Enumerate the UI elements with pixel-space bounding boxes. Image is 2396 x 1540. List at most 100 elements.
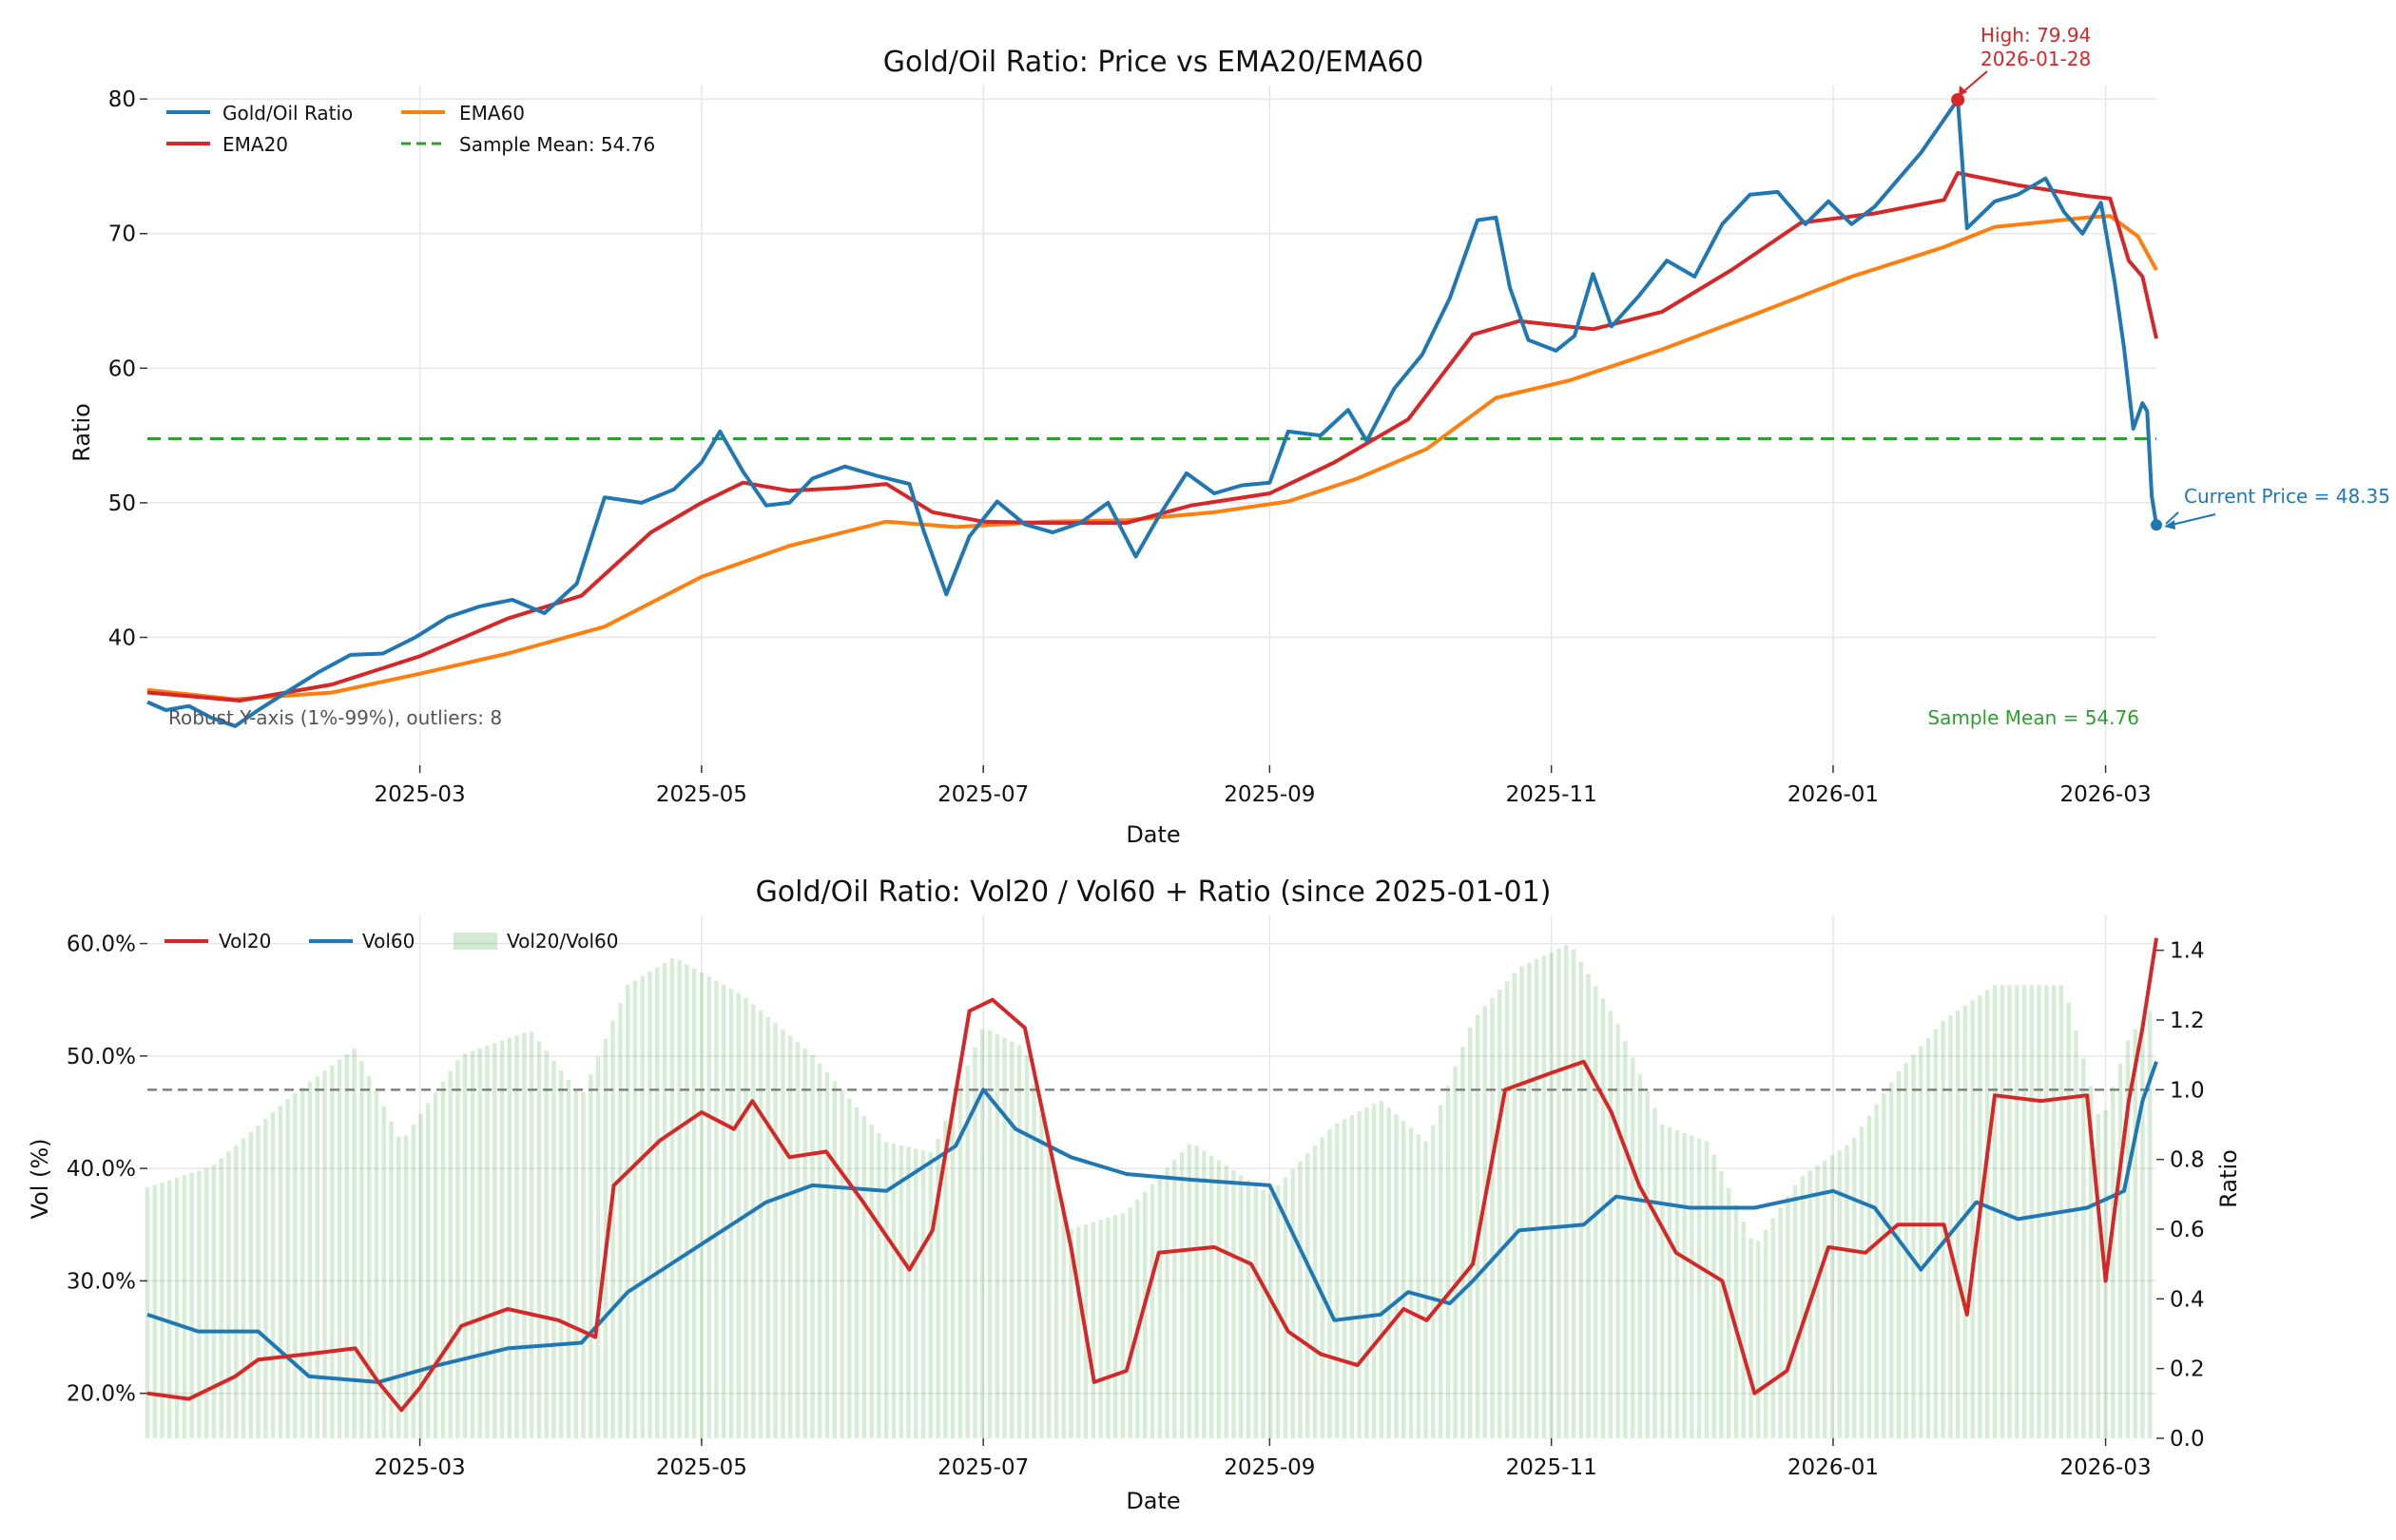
current-price-marker [2151,519,2162,531]
price-y-ticks: 40 50 60 70 80 [108,87,147,650]
vol-y2-tick-label: 0.0 [2170,1427,2205,1452]
ratio-bar [1941,1021,1945,1438]
ratio-bar [1756,1241,1761,1438]
ratio-bar [300,1088,305,1438]
ratio-bar [263,1119,268,1438]
ratio-bar [1468,1027,1473,1438]
ratio-bar [1874,1104,1879,1438]
ratio-bar [1202,1150,1207,1438]
price-x-tick-label: 2025-11 [1506,782,1597,807]
ratio-bar [522,1032,527,1438]
ratio-bar [1371,1103,1377,1438]
ratio-bar [1786,1196,1790,1438]
ratio-bar [1719,1171,1724,1438]
ratio-bar [1637,1074,1643,1438]
ratio-bar [928,1151,933,1438]
ratio-bar [403,1135,409,1438]
vol-y2-tick-label: 1.4 [2170,939,2205,964]
ratio-bar [1179,1151,1185,1438]
ratio-bar [1660,1125,1665,1438]
ratio-bar [1187,1144,1191,1438]
ratio-bar [2044,985,2049,1438]
high-date: 2026-01-28 [1981,48,2091,70]
ratio-bar [426,1103,431,1438]
ratio-bar [691,968,697,1438]
ratio-bar [182,1175,187,1438]
price-x-tick-label: 2026-01 [1787,782,1879,807]
ratio-bar [197,1170,202,1438]
vol-ratio-bars [145,945,2153,1438]
legend-label-vol20: Vol20 [219,930,271,953]
ratio-bar [2111,1087,2116,1438]
ratio-bar [1357,1111,1362,1438]
ratio-bar [2140,1020,2145,1438]
vol-series [146,937,2158,1413]
ratio-bar [1727,1187,1731,1438]
ratio-bar [765,1016,770,1438]
ratio-bar [219,1158,223,1438]
series-line-vol20 [146,937,2158,1413]
ratio-bar [1690,1135,1694,1438]
ratio-bar [736,992,741,1438]
price-y-tick-label: 50 [108,491,136,516]
ratio-bar [751,1004,756,1438]
ratio-bar [1778,1207,1783,1438]
ratio-bar [174,1177,180,1438]
vol-y2-tick-label: 0.4 [2170,1287,2205,1312]
ratio-bar [847,1098,852,1438]
ratio-bar [322,1070,327,1438]
price-x-tick-label: 2025-09 [1224,782,1315,807]
ratio-bar [167,1180,172,1438]
ratio-bar [529,1031,534,1438]
price-y-label: Ratio [68,403,95,462]
ratio-bar [1438,1105,1443,1438]
ratio-bar [898,1145,903,1438]
ratio-bar [1128,1207,1132,1438]
ratio-bar [381,1106,386,1438]
ratio-bar [626,985,630,1438]
ratio-bar [2066,1002,2071,1438]
ratio-bar [781,1030,785,1438]
ratio-bar [1150,1184,1155,1438]
ratio-bar [861,1115,867,1438]
ratio-bar [973,1047,977,1438]
ratio-bar [1919,1046,1923,1438]
price-x-ticks: 2025-03 2025-05 2025-07 2025-09 2025-11 2026-… [375,765,2152,807]
ratio-bar [1645,1090,1650,1438]
ratio-bar [1342,1119,1347,1438]
ratio-bar [647,972,652,1438]
ratio-bar [824,1072,830,1438]
ratio-bar [1098,1220,1103,1438]
vol-y-label: Vol (%) [27,1138,53,1219]
ratio-bar [344,1053,349,1438]
vol-legend: Vol20 Vol60 Vol20/Vol60 [164,930,618,953]
ratio-bar [470,1050,475,1438]
ratio-bar [1600,998,1606,1438]
ratio-bar [160,1183,164,1438]
ratio-bar [581,1092,586,1438]
vol-y2-tick-label: 0.8 [2170,1148,2205,1173]
legend-label-ratio-bars: Vol20/Vol60 [507,930,618,953]
high-annotation: High: 79.94 2026-01-28 [1951,24,2091,107]
vol-y2-tick-label: 1.2 [2170,1009,2205,1033]
ratio-bar [1298,1161,1303,1438]
ratio-bar [655,967,660,1438]
ratio-bar [1416,1134,1420,1438]
ratio-bar [396,1136,401,1438]
ratio-bar [1556,948,1561,1438]
ratio-bar [551,1060,556,1438]
series-line-ema20 [146,171,2158,703]
ratio-bar [1401,1121,1406,1438]
ratio-bar [1312,1145,1318,1438]
ratio-bar [1571,949,1576,1438]
ratio-bar [610,1020,615,1438]
ratio-bar [1527,962,1532,1438]
ratio-bar [1631,1057,1635,1438]
price-x-tick-label: 2025-07 [937,782,1029,807]
ratio-bar [1490,997,1495,1438]
vol-y2-tick-label: 0.2 [2170,1357,2205,1382]
ratio-bar [1623,1041,1628,1438]
ratio-bar [1763,1229,1768,1438]
ratio-bar [914,1148,918,1438]
ratio-bar [1224,1165,1228,1438]
